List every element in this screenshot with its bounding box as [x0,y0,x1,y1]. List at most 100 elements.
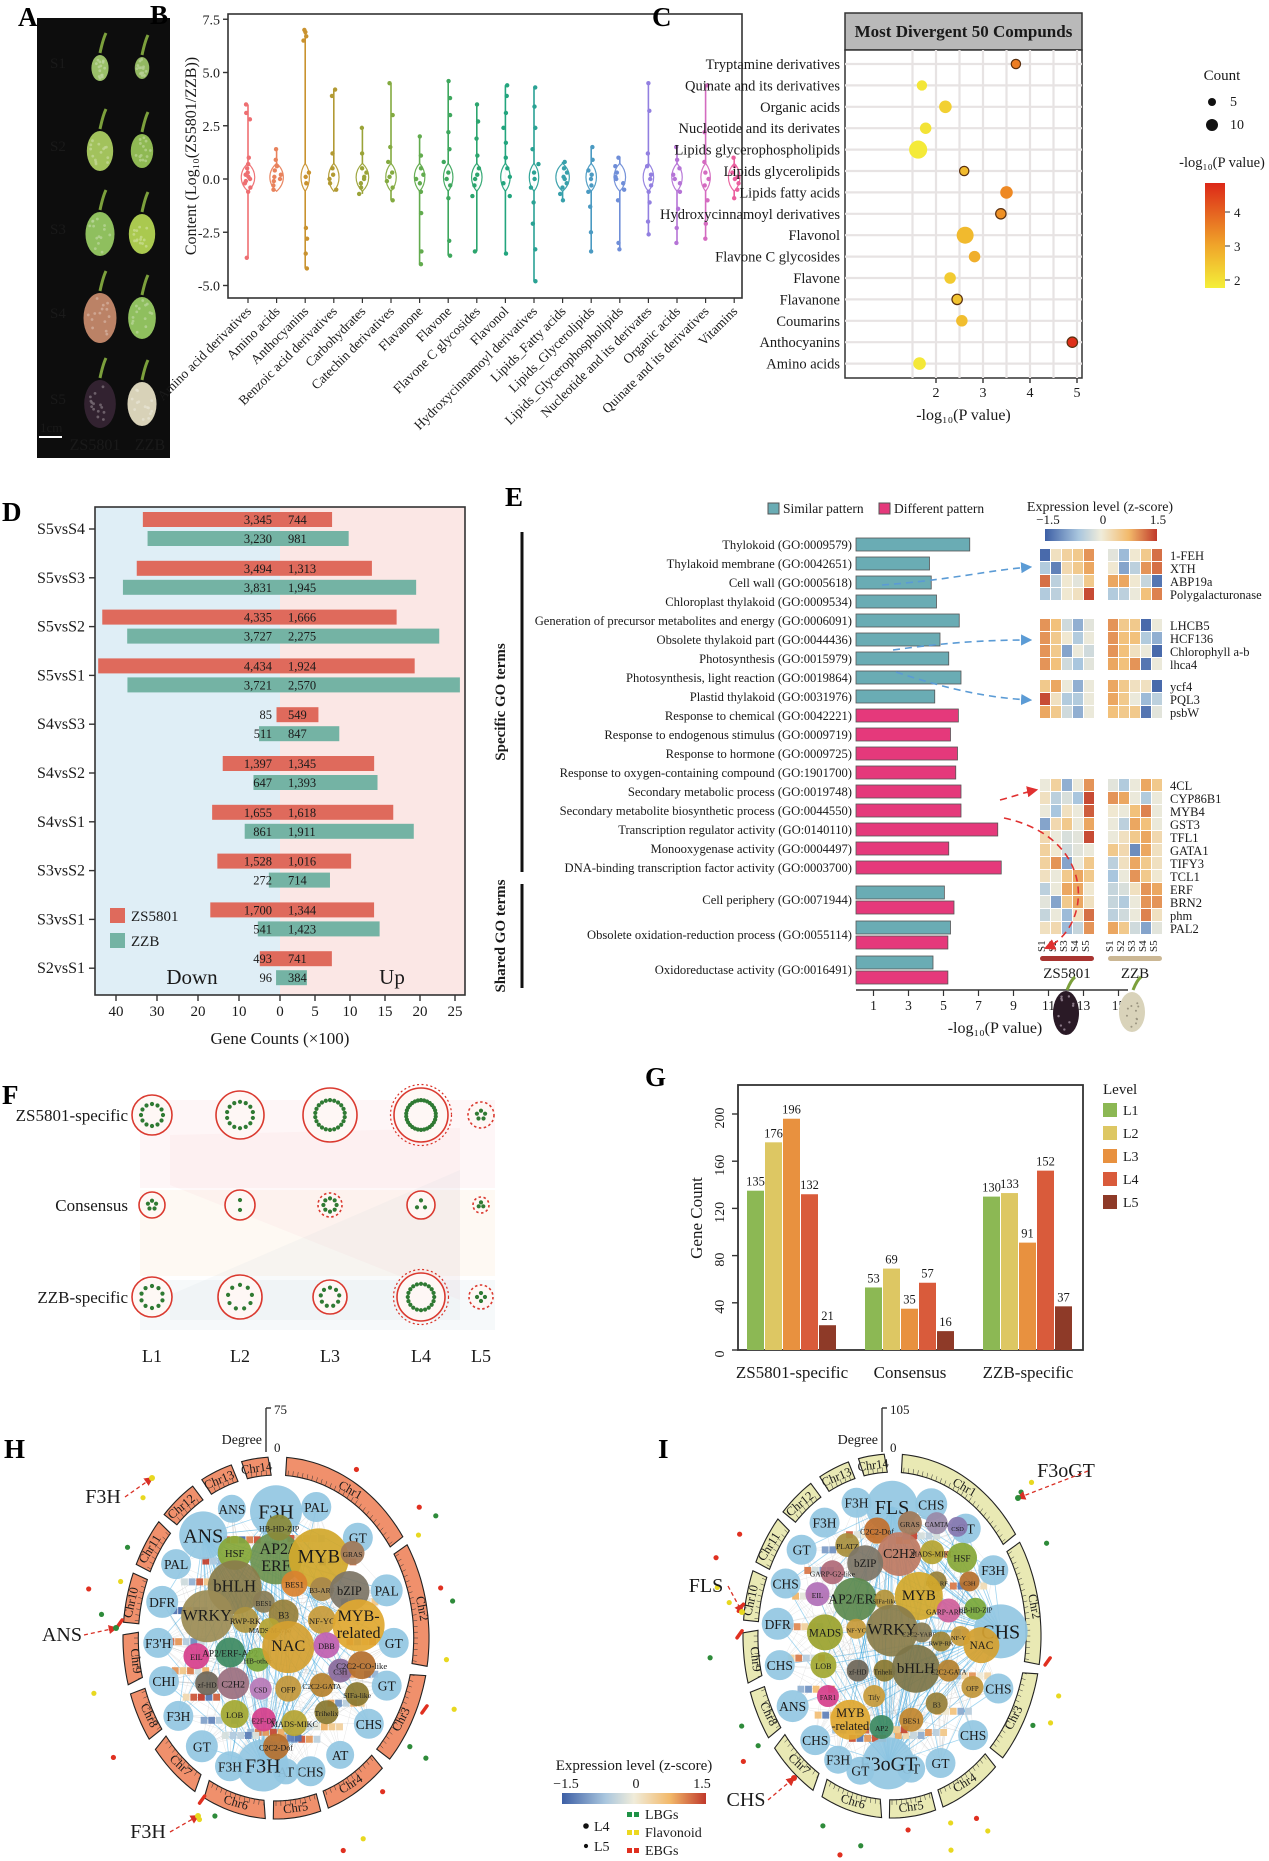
data-point [330,151,335,156]
gene-dot [414,1205,420,1210]
arc-tick [395,1553,400,1557]
data-point [475,172,480,177]
gene-dot [408,1287,413,1292]
zs5801-bar [102,609,397,625]
heatmap-cell-zzb [1108,805,1118,817]
group-circle [131,1094,173,1136]
chromosome-arc [154,1735,202,1793]
node-heat-cell [182,1638,190,1646]
go-bar [855,556,930,571]
heatmap-cell-zs [1040,818,1050,830]
data-point [702,183,707,188]
heatmap-cell-zs [1084,575,1094,587]
data-point [647,108,652,114]
gene-node-label: ANS [779,1699,806,1714]
tf-bubble [963,1627,1000,1664]
panel-title: Most Divergent 50 Compunds [855,22,1073,41]
arc-tick [924,1795,926,1800]
heatmap-cell-zzb [1108,549,1118,561]
heatmap-cell-zzb [1141,549,1151,561]
arc-tick [812,1770,816,1775]
data-point [329,93,335,99]
heatmap-cell-zs [1040,549,1050,561]
fruit-speckle [132,228,136,232]
arc-tick [215,1785,218,1791]
node-heat-cell [799,1592,807,1600]
heatmap-cell-zzb [1130,562,1140,574]
category-label: Organic acids [760,100,840,116]
node-heat-cell [861,1531,869,1539]
arc-tick [835,1481,838,1487]
node-heat-cell [864,1734,871,1742]
heatmap-cell-zzb [1141,588,1151,600]
zzb-bar [276,970,307,986]
tf-bubble [820,1560,845,1585]
heatmap-cell-zzb [1119,588,1129,600]
gene-node [353,1708,384,1739]
fruit-speckle [135,310,139,314]
fruit-speckle [99,403,102,407]
tf-bubble-label: GRAS [900,1520,920,1529]
legend-swatch [1103,1172,1117,1186]
tf-bubble-label: OFP [281,1686,296,1695]
gene-node [148,1666,179,1697]
data-point [533,247,538,252]
tf-bubble-label: HSF [953,1555,970,1565]
fruit-speckle [135,330,139,334]
go-term-label: Secondary metabolite biosynthetic proces… [560,804,852,818]
edge-gray [285,1693,358,1772]
fruit-speckle [107,315,111,318]
fruit-speckle [104,329,108,333]
zs-down-value: 4,434 [244,659,273,673]
heatmap-cell-zs [1040,632,1050,644]
gene-dot [237,1099,243,1104]
edge-gray [339,1665,362,1755]
stage-label-zzb: S3 [1126,940,1138,952]
fruit-speckle [138,225,142,229]
arc-tick [960,1776,964,1781]
gene-dot [339,1103,344,1108]
heatmap-gene-label: TCL1 [1170,870,1200,884]
chromosome-label: Chr2 [1025,1593,1044,1620]
legend-size-label: L4 [594,1820,610,1835]
gene-node-label: CHI [152,1674,176,1689]
gene-node-label: AT [332,1748,349,1763]
gene-dot [143,1303,148,1308]
gene-dot [160,1112,166,1118]
gene-dot [327,1285,333,1290]
comparison-label: S3vsS1 [37,911,85,928]
node-heat-cell [320,1723,328,1731]
data-point [388,144,393,150]
dashed-arrow [895,671,1033,706]
heatmap-cell-zzb [1152,562,1162,574]
tf-bubble [309,1673,334,1698]
gene-dot [227,1121,232,1126]
heatmap-cell-zs [1062,549,1072,561]
arc-tick [409,1680,414,1682]
legend-label-zs5801: ZS5801 [131,909,179,925]
gene-dot [426,1305,431,1310]
group-circle [406,1190,436,1220]
arc-tick [770,1553,775,1557]
fruit-speckle [106,301,109,305]
node-heat-cell [805,1685,812,1693]
data-point [441,159,446,165]
dot [909,140,928,159]
arc-tick [999,1534,1003,1538]
arc-tick [808,1766,812,1772]
node-heat-cell [187,1667,194,1675]
heatmap-cell-zzb [1119,896,1129,908]
zs-up-value: 1,618 [288,806,316,820]
tf-bubble-label: EIL [812,1591,824,1600]
data-point [507,193,512,199]
bar-value: 16 [939,1315,952,1329]
col-label: L5 [471,1346,491,1366]
node-heat-cell [202,1557,210,1565]
heatmap-cell-zs [1040,844,1050,856]
gene-dot [418,1308,424,1313]
arc-tick [239,1795,241,1801]
data-point [501,181,506,186]
tf-bubble-label: NF-YC [846,1628,866,1635]
arc-tick [145,1701,150,1704]
